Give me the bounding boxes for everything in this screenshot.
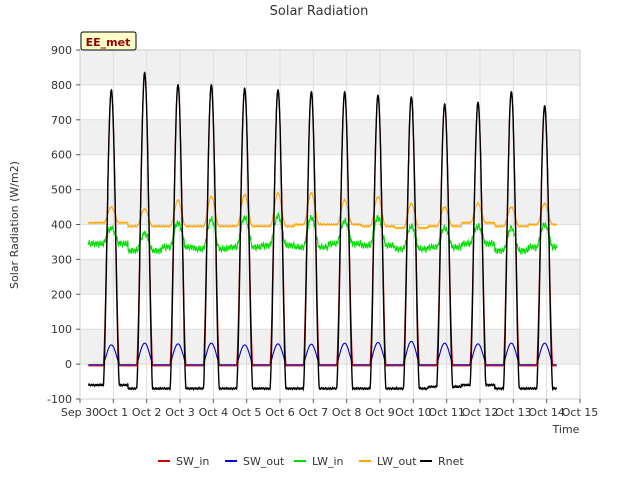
plot-band — [80, 329, 580, 365]
legend-label: Rnet — [438, 455, 464, 468]
y-tick-label: 700 — [51, 114, 72, 127]
x-tick-label: Oct 1 — [99, 406, 129, 419]
x-tick-label: Sep 30 — [61, 406, 99, 419]
x-tick-label: Oct 6 — [265, 406, 295, 419]
plot-band — [80, 294, 580, 330]
legend-label: SW_out — [243, 455, 285, 468]
legend: SW_in SW_out LW_in LW_out Rnet — [158, 455, 464, 468]
y-axis-ticks: -100 0 100 200 300 400 500 600 700 800 900 — [47, 44, 80, 406]
annotation-box: EE_met — [80, 31, 137, 51]
y-tick-label: 100 — [51, 323, 72, 336]
y-tick-label: -100 — [47, 393, 72, 406]
x-tick-label: Oct 15 — [562, 406, 599, 419]
x-tick-label: Oct 9 — [365, 406, 395, 419]
plot-band — [80, 364, 580, 399]
y-tick-label: 300 — [51, 253, 72, 266]
x-tick-label: Oct 14 — [528, 406, 565, 419]
y-tick-label: 800 — [51, 79, 72, 92]
x-tick-label: Oct 5 — [232, 406, 262, 419]
y-tick-label: 400 — [51, 219, 72, 232]
annotation-label: EE_met — [86, 36, 131, 49]
x-tick-label: Oct 8 — [332, 406, 362, 419]
x-axis-label: Time — [552, 423, 580, 436]
series-line-sw-out — [88, 340, 557, 366]
series-line-lw-in — [87, 211, 558, 256]
x-axis-ticks: Sep 30 Oct 1 Oct 2 Oct 3 Oct 4 Oct 5 Oct 6 Oct … — [61, 399, 598, 419]
plot-band — [80, 189, 580, 225]
series-layer — [87, 71, 558, 392]
x-tick-label: Oct 11 — [428, 406, 465, 419]
y-tick-label: 500 — [51, 184, 72, 197]
annotation-background — [80, 31, 137, 51]
legend-label: SW_in — [176, 455, 209, 468]
x-tick-label: Oct 4 — [199, 406, 229, 419]
series-line-lw-out — [87, 191, 558, 231]
x-tick-label: Oct 12 — [462, 406, 499, 419]
y-tick-label: 0 — [65, 358, 72, 371]
plot-band — [80, 259, 580, 295]
y-tick-label: 900 — [51, 44, 72, 57]
y-tick-label: 200 — [51, 288, 72, 301]
x-tick-label: Oct 13 — [495, 406, 532, 419]
x-tick-label: Oct 7 — [299, 406, 329, 419]
x-tick-label: Oct 2 — [132, 406, 162, 419]
y-axis-label: Solar Radiation (W/m2) — [8, 161, 21, 289]
x-tick-label: Oct 3 — [165, 406, 195, 419]
series-line-rnet — [87, 71, 558, 392]
plot-band — [80, 119, 580, 155]
plot-band — [80, 50, 580, 85]
y-tick-label: 600 — [51, 149, 72, 162]
chart-title: Solar Radiation — [270, 4, 369, 19]
plot-band — [80, 84, 580, 120]
plot-band — [80, 154, 580, 190]
legend-label: LW_in — [312, 455, 344, 468]
legend-label: LW_out — [377, 455, 417, 468]
x-tick-label: Oct 10 — [395, 406, 432, 419]
